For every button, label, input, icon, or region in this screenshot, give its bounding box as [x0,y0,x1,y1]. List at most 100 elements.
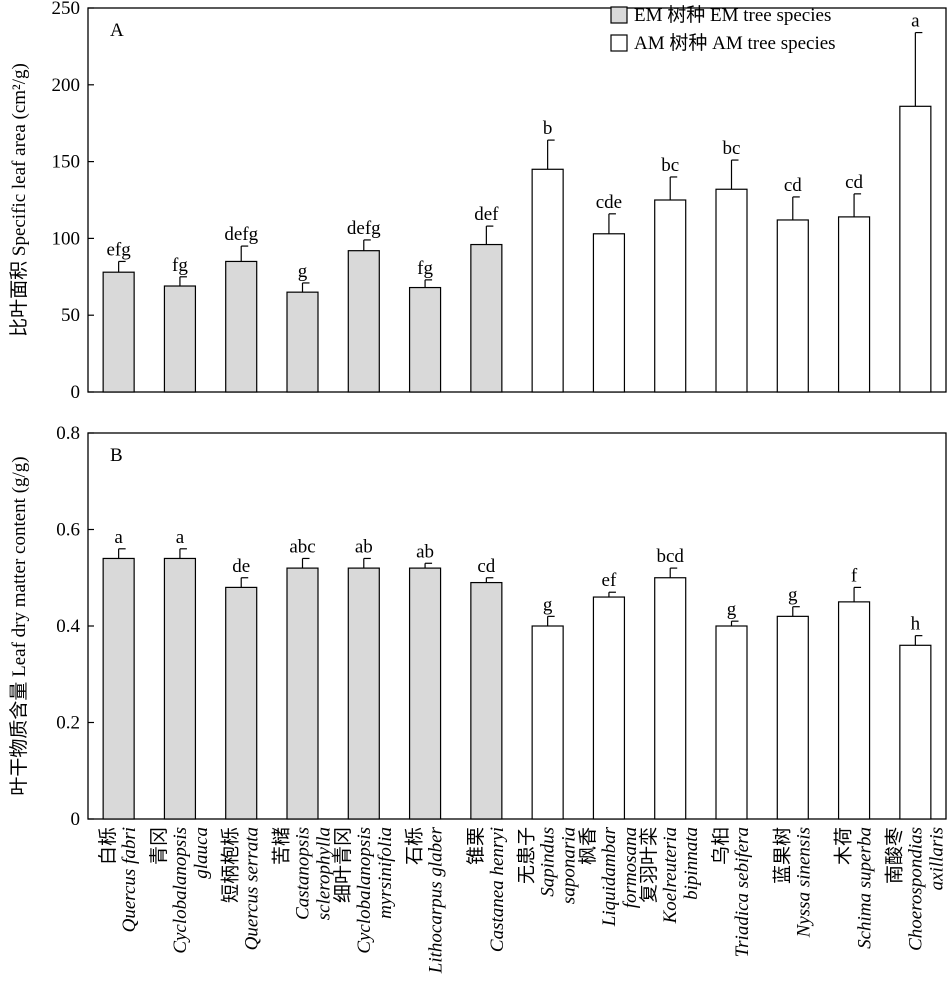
significance-letter: g [727,599,737,620]
significance-letter: cd [845,172,863,193]
chart-panel-b: B 叶干物质含量 Leaf dry matter content (g/g) 0… [8,423,947,830]
x-tick-label: 蓝果树 Nyssa sinensis [771,827,814,938]
significance-letter: de [232,556,250,577]
plot-frame-a [87,7,947,393]
bar [102,557,135,820]
x-tick-label: 石栎 Lithocarpus glaber [404,826,447,974]
species-chinese-name: 短柄枹栎 [220,827,242,903]
species-chinese-name: 复羽叶栾 [638,827,660,903]
significance-letter: g [298,261,308,282]
panel-label-b: B [110,445,123,466]
bar [776,615,809,820]
bar [715,625,748,820]
legend-swatch-em [610,6,628,24]
x-tick-label: 苦槠 Castanopsis sclerophylla [271,827,335,920]
bar [163,557,197,820]
bar [899,105,932,393]
bar [592,233,626,393]
bar [531,625,564,820]
species-latin-name: axillaris [926,827,947,890]
species-latin-name: Cyclobalanopsis [354,827,375,954]
species-chinese-name: 乌桕 [710,827,732,865]
species-latin-name: Choerospondias [905,827,926,951]
bar [837,216,871,393]
species-latin-name: Koelreuteria [660,827,681,924]
bar [408,567,442,820]
y-axis-label-b: 叶干物质含量 Leaf dry matter content (g/g) [8,456,30,795]
significance-letter: b [543,118,553,139]
x-tick-label: 木荷 Schima superba [833,827,876,949]
species-latin-name: myrsinifolia [375,827,396,919]
panel-label-a: A [110,20,124,41]
bar [715,188,748,393]
y-tick-label: 0.8 [56,423,80,444]
legend-label-am: AM 树种 AM tree species [634,32,836,54]
bar [531,168,564,393]
y-tick-label: 0 [71,809,81,830]
species-latin-name: Sapindus [538,827,559,897]
species-latin-name: bipinnata [681,827,702,900]
x-tick-label: 青冈 Cyclobalanopsis glauca [148,827,212,954]
bar [654,199,687,393]
y-tick-label: 0.2 [56,713,80,734]
species-latin-name: Castanea henryi [487,827,508,952]
species-chinese-name: 枫香 [577,827,599,865]
x-tick-label: 枫香 Liquidambar formosana [577,826,641,927]
y-tick-label: 150 [52,152,81,173]
species-chinese-name: 苦槠 [271,827,293,865]
chart-panel-a: A EM 树种 EM tree species AM 树种 AM tree sp… [8,0,947,403]
significance-letter: abc [289,536,315,557]
species-latin-name: formosana [620,827,641,908]
bar [776,219,809,393]
species-latin-name: Cyclobalanopsis [170,827,191,954]
species-latin-name: Castanopsis [293,827,314,920]
significance-letter: g [543,594,553,615]
significance-letter: defg [224,224,258,245]
significance-letter: fg [172,255,188,276]
x-tick-label: 无患子 Sapindus saponaria [516,827,580,904]
species-chinese-name: 锥栗 [465,827,487,865]
bar [347,567,380,820]
y-tick-label: 50 [61,305,80,326]
significance-letter: cde [596,192,622,213]
bar [286,567,319,820]
significance-letter: defg [347,218,381,239]
x-axis-labels: 白栎 Quercus fabri 青冈 Cyclobalanopsis glauca 短柄… [97,826,947,974]
significance-letter: g [788,585,798,606]
legend-swatch-am [610,34,628,52]
bar [470,581,503,820]
x-tick-label: 南酸枣 Choerospondias axillaris [883,827,947,951]
bar [286,291,319,393]
y-tick-label: 0.6 [56,520,80,541]
plot-frame-b [87,432,947,820]
species-latin-name: sclerophylla [314,827,335,920]
significance-letter: def [474,204,499,225]
significance-letter: bc [723,138,741,159]
bar [225,260,258,393]
significance-letter: ab [355,536,373,557]
significance-letter: ab [416,541,434,562]
x-tick-label: 复羽叶栾 Koelreuteria bipinnata [638,827,702,924]
species-latin-name: saponaria [559,827,580,904]
significance-letter: a [176,527,185,548]
x-tick-label: 短柄枹栎 Quercus serrata [220,827,263,950]
significance-letter: bcd [656,546,684,567]
y-axis-label-a: 比叶面积 Specific leaf area (cm²/g) [8,63,30,337]
bar [592,596,626,820]
significance-letter: h [911,614,921,635]
species-latin-name: Triadica sebifera [732,827,753,957]
y-tick-label: 0.4 [56,616,80,637]
y-tick-label: 100 [52,228,81,249]
species-latin-name: Quercus serrata [242,827,263,950]
bar [102,271,135,393]
bar [347,250,380,393]
species-latin-name: Liquidambar [599,826,620,927]
species-chinese-name: 蓝果树 [771,827,793,884]
legend-label-em: EM 树种 EM tree species [634,4,831,26]
significance-letter: bc [661,155,679,176]
bar [899,644,932,820]
significance-letter: efg [107,239,132,260]
significance-letter: f [851,565,858,586]
bar [408,286,442,393]
